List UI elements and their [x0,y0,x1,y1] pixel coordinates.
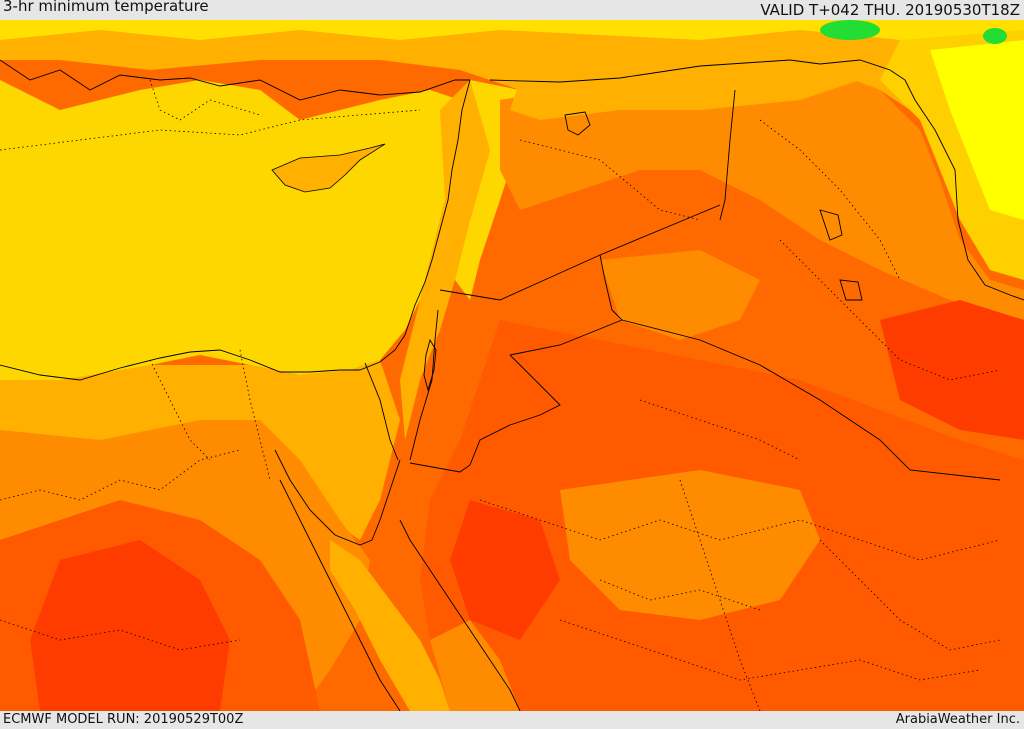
border-syria-iraq [719,89,736,221]
arabia-red-patch-2 [450,500,560,640]
turkey-coast [0,59,470,101]
borders [364,59,1024,481]
north-cool-band [0,20,1024,60]
cool-spot-2 [983,28,1007,44]
border-jordan-syria [439,204,721,301]
dead-sea [423,338,437,392]
cool-spot-1 [820,20,880,40]
lake-2 [819,209,843,241]
gulf-aqaba [371,459,401,541]
egypt-hottest [30,540,230,711]
coastlines [0,59,863,711]
border-jordan-saudi [409,354,561,473]
credit: ArabiaWeather Inc. [895,712,1020,727]
sinai [280,370,390,530]
border-iraq-saudi [621,319,1001,481]
gulf-suez [274,449,373,546]
valid-time: VALID T+042 THU. 20190530T18Z [760,1,1020,19]
red-sea [330,540,450,711]
north-syria-yellow [510,50,860,120]
arabia-red-patch [880,300,1024,440]
border-turkey-syria [489,59,906,83]
lake [564,111,591,136]
jordan-warm [600,250,760,340]
internal-boundaries [0,79,1001,711]
mediterranean-sea [0,80,460,380]
levant-coast [400,80,500,440]
map-header: 3-hr minimum temperature VALID T+042 THU… [0,0,1024,20]
red-sea-west [279,479,401,711]
border-iraq-iran [904,79,1024,301]
temperature-map [0,20,1024,711]
egypt-coast [0,349,360,381]
cyprus [271,143,386,193]
map-footer: ECMWF MODEL RUN: 20190529T00Z ArabiaWeat… [0,711,1024,729]
levant-coastline [359,79,471,371]
hejaz-warm [430,620,520,711]
arabia-warm-patch [560,470,820,620]
red-sea-east [399,519,521,711]
border-israel-jordan [409,309,439,461]
map-title: 3-hr minimum temperature [3,0,209,15]
lake-3 [839,279,863,301]
model-run: ECMWF MODEL RUN: 20190529T00Z [3,712,244,727]
east-highland-pale [930,40,1024,220]
syria-iraq-orange [500,60,1024,320]
border-jordan-iraq [599,254,623,321]
border-saudi-jordan-arc [509,319,623,356]
border-egypt-israel [364,362,399,461]
